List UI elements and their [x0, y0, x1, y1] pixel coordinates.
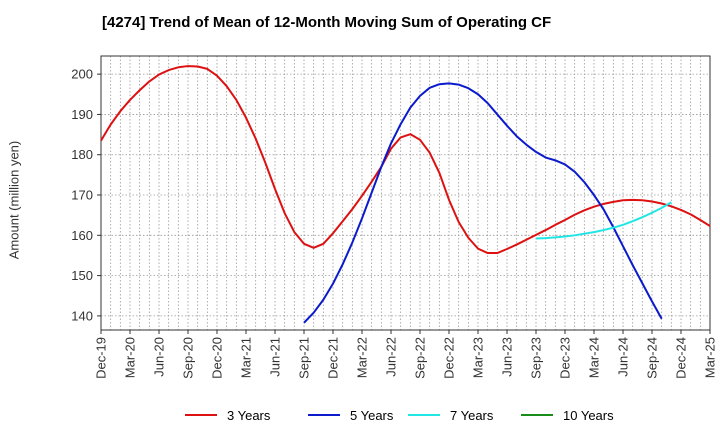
x-tick-label: Mar-20 [123, 337, 138, 378]
axes: 140 150 160 170 180 190 200 Dec-19 Mar-20 Jun-20 S… [71, 55, 718, 379]
legend-label: 7 Years [450, 407, 494, 423]
x-tick-label: Sep-22 [413, 337, 428, 379]
legend-swatch [185, 414, 217, 416]
legend: 3 Years 5 Years 7 Years 10 Years [0, 404, 720, 428]
series-line-5-years [303, 82, 663, 324]
legend-item: 3 Years [185, 404, 270, 426]
y-tick-label: 200 [71, 67, 93, 82]
x-tick-label: Dec-24 [674, 337, 689, 379]
x-tick-label: Sep-23 [529, 337, 544, 379]
y-tick-label: 170 [71, 188, 93, 203]
grid [101, 56, 710, 330]
legend-item: 5 Years [308, 404, 393, 426]
x-tick-label: Sep-24 [645, 337, 660, 379]
y-tick-label: 140 [71, 308, 93, 323]
x-tick-label: Dec-21 [326, 337, 341, 379]
x-tick-label: Mar-24 [587, 337, 602, 378]
x-tick-label: Mar-25 [703, 337, 718, 378]
legend-swatch [308, 414, 340, 416]
x-tick-label: Dec-19 [94, 337, 109, 379]
series-line-3-years [100, 65, 711, 255]
chart-plot: 140 150 160 170 180 190 200 Dec-19 Mar-20 Jun-20 S… [71, 55, 718, 379]
x-tick-label: Mar-22 [355, 337, 370, 378]
y-tick-label: 180 [71, 147, 93, 162]
legend-label: 10 Years [563, 407, 614, 423]
x-tick-label: Jun-22 [384, 337, 399, 377]
x-tick-label: Dec-22 [442, 337, 457, 379]
legend-item: 7 Years [408, 404, 493, 426]
x-tick-label: Dec-20 [210, 337, 225, 379]
legend-swatch [521, 414, 553, 416]
series-line-7-years [535, 201, 672, 240]
y-tick-label: 190 [71, 107, 93, 122]
legend-swatch [408, 414, 440, 416]
chart-title: [4274] Trend of Mean of 12-Month Moving … [102, 14, 552, 31]
plot-frame [100, 55, 711, 331]
y-tick-label: 150 [71, 268, 93, 283]
legend-label: 3 Years [227, 407, 271, 423]
x-tick-label: Jun-24 [616, 337, 631, 377]
x-tick-label: Jun-23 [500, 337, 515, 377]
x-tick-label: Mar-23 [471, 337, 486, 378]
x-tick-label: Dec-23 [558, 337, 573, 379]
x-tick-label: Sep-21 [297, 337, 312, 379]
series-lines [100, 65, 711, 324]
x-tick-label: Sep-20 [181, 337, 196, 379]
x-tick-label: Mar-21 [239, 337, 254, 378]
legend-label: 5 Years [350, 407, 394, 423]
x-tick-label: Jun-21 [268, 337, 283, 377]
legend-item: 10 Years [521, 404, 614, 426]
y-tick-label: 160 [71, 228, 93, 243]
x-tick-label: Jun-20 [152, 337, 167, 377]
